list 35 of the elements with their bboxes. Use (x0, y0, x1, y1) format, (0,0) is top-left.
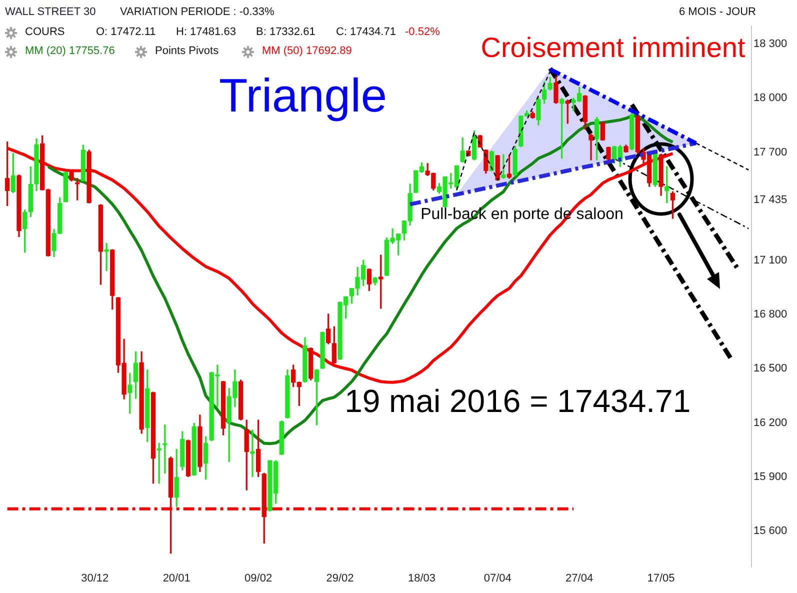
y-tick-label: 18 300 (754, 38, 788, 50)
y-tick-label: 16 200 (754, 416, 788, 429)
annotation: 17755.76 (69, 45, 115, 58)
annotation: O: 17472.11 (96, 26, 156, 39)
annotation: Triangle (218, 68, 388, 122)
x-tick-label: 18/03 (408, 572, 436, 585)
annotation: Croisement imminent (480, 32, 746, 62)
annotation: H: 17481.63 (176, 26, 236, 39)
y-tick-label: 18 000 (754, 92, 788, 104)
x-tick-label: 07/04 (484, 572, 512, 585)
y-tick-label: 15 900 (754, 470, 788, 483)
x-tick-label: 17/05 (647, 572, 675, 585)
y-tick-label: 16 500 (754, 362, 788, 375)
y-tick-label: 17 100 (754, 254, 788, 266)
annotation: B: 17332.61 (256, 26, 316, 39)
text: MM (20) (25, 45, 66, 58)
y-tick-label: 17 700 (754, 146, 788, 158)
text: MM (50) (262, 45, 303, 58)
x-tick-label: 27/04 (566, 572, 594, 585)
annotation: -0.52% (405, 26, 440, 39)
x-tick-label: 20/01 (162, 572, 190, 585)
x-tick-label: 29/02 (326, 572, 354, 585)
annotation: Points Pivots (155, 45, 219, 58)
annotation: COURS (25, 26, 65, 39)
y-tick-label: 16 800 (754, 308, 788, 321)
chart-subtitle: VARIATION PERIODE : -0.33% (120, 6, 274, 19)
x-tick-label: 30/12 (81, 572, 109, 585)
x-tick-label: 09/02 (244, 572, 272, 585)
y-tick-label: 15 600 (754, 524, 788, 537)
text: 6 MOIS - JOUR (679, 6, 756, 19)
y-tick-label: 17 435 (754, 194, 788, 206)
annotation: C: 17434.71 (336, 26, 396, 39)
annotation: 17692.89 (306, 45, 352, 58)
chart-title: WALL STREET 30 (5, 6, 96, 19)
annotation: 19 mai 2016 = 17434.71 (344, 382, 691, 418)
